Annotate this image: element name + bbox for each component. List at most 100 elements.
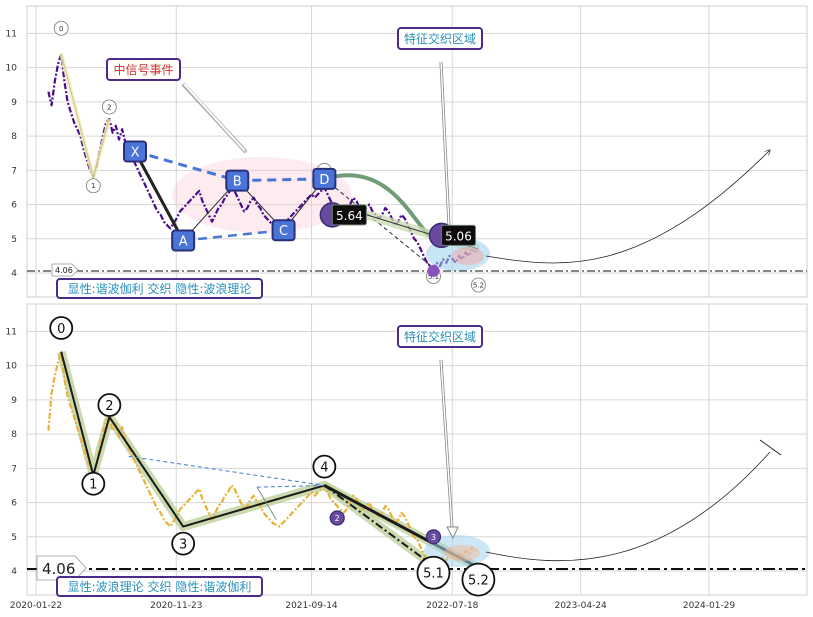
bottom-y-tick-label: 9 (11, 396, 17, 406)
top-harmonic-box (312, 167, 337, 190)
bottom-wave-marker (461, 562, 496, 597)
top-harmonic-zone (172, 157, 352, 233)
top-price-labels: 5.64 5.06 (319, 202, 476, 249)
bottom-y-tick-label: 5 (11, 533, 17, 543)
bottom-grey-marker (256, 486, 277, 520)
bottom-4-5-1-dashdot (323, 484, 435, 567)
bottom-zone-annotation-box (397, 325, 483, 348)
bottom-level-tag-label: 4.06 (42, 560, 75, 578)
bottom-small-labels: 23 (329, 510, 442, 545)
bottom-footer-text: 显性:波浪理论 交织 隐性:谐波伽利 (68, 579, 252, 594)
top-harmonic-box (123, 140, 148, 163)
top-harmonic-label: A (179, 235, 188, 250)
top-ac-dashed-line (183, 228, 284, 242)
bottom-y-tick-label: 11 (6, 327, 17, 337)
bottom-red-zone (444, 545, 480, 561)
top-y-tick-label: 5 (11, 235, 17, 245)
bottom-small-marker (329, 510, 345, 526)
bottom-wave-marker (81, 471, 106, 496)
bottom-wave-marker (416, 555, 451, 590)
x-tick-label: 2024-01-29 (683, 601, 736, 611)
bottom-wave-label: 4 (320, 461, 328, 476)
top-harmonic-box (171, 229, 196, 252)
bottom-zone-arrow-head (446, 526, 459, 540)
bottom-level-tag-shape (36, 555, 87, 581)
top-red-zone (452, 247, 484, 265)
bottom-wave-label: 5.2 (468, 574, 489, 589)
top-price-label: 5.06 (445, 229, 472, 243)
top-y-tick-label: 11 (6, 29, 17, 39)
bottom-2-4-dashed-line (128, 455, 325, 486)
bottom-wave-marker (49, 316, 74, 340)
top-price-label: 5.64 (336, 209, 363, 223)
top-y-tick-label: 4 (11, 269, 17, 279)
bottom-zone-annotation-text: 特征交织区域 (404, 329, 476, 344)
top-harmonic-label: D (319, 173, 329, 188)
top-wave-marker (53, 20, 69, 36)
bottom-y-tick-label: 6 (11, 499, 17, 509)
bottom-small-label: 3 (431, 533, 436, 542)
top-xb-dashed-line (134, 150, 238, 183)
bottom-y-tick-label: 10 (6, 362, 18, 372)
top-zone-annotation-box (397, 27, 483, 50)
bottom-wave-marker (312, 454, 337, 479)
top-wave-outline (59, 53, 112, 185)
top-wave-label: 5.2 (473, 282, 484, 290)
top-wave-label: 5.1 (428, 273, 439, 281)
top-wave-label: 0 (59, 25, 63, 33)
top-wave-labels: 01245.15.2 (53, 20, 486, 293)
top-price-box (331, 204, 367, 226)
top-zone-annotation-text: 特征交织区域 (404, 31, 476, 46)
top-harmonic-labels: X A B C D (123, 140, 337, 252)
top-d-projection-line (324, 178, 434, 269)
x-tick-label: 2020-11-23 (150, 601, 202, 611)
bottom-small-label: 2 (335, 514, 340, 523)
bottom-zone-arrow-inner (440, 359, 453, 528)
bottom-level-tag: 4.06 (36, 555, 87, 581)
top-wave-marker (85, 178, 101, 194)
bottom-wave-marker (171, 531, 196, 556)
top-harmonic-box (271, 219, 296, 242)
bottom-wave-label: 3 (179, 538, 187, 553)
top-grid (27, 6, 807, 297)
top-level-tag-shape (51, 263, 79, 277)
top-wave-label: 2 (107, 103, 111, 111)
top-y-tick-labels: 4 5 6 7 8 9 10 11 (6, 29, 18, 279)
top-signal-annotation-box (106, 58, 181, 81)
bottom-y-tick-label: 8 (11, 430, 17, 440)
top-footer-text: 显性:谐波伽利 交织 隐性:波浪理论 (68, 281, 252, 296)
top-level-tag: 4.06 (51, 263, 79, 277)
bottom-forecast-curve (485, 451, 771, 562)
bottom-plot-frame (26, 303, 808, 596)
bottom-wave-label: 1 (89, 478, 97, 493)
bottom-footer-annotation: 显性:波浪理论 交织 隐性:谐波伽利 (56, 576, 263, 597)
bottom-y-tick-label: 7 (11, 464, 17, 474)
top-signal-arrow-inner (183, 83, 246, 152)
x-tick-label: 2022-07-18 (426, 601, 479, 611)
bottom-zone-annotation: 特征交织区域 (397, 325, 483, 348)
x-tick-label: 2021-09-14 (285, 601, 338, 611)
top-zone-annotation: 特征交织区域 (397, 27, 483, 50)
top-harmonic-label: X (131, 146, 140, 161)
top-level-tag-label: 4.06 (55, 266, 73, 275)
top-y-tick-label: 8 (11, 132, 17, 142)
top-wave-marker (101, 99, 117, 115)
top-footer-box (56, 278, 263, 299)
bottom-3-4-dashed-line (256, 484, 325, 488)
bottom-wave-label: 0 (57, 322, 65, 337)
top-harmonic-label: B (233, 175, 242, 190)
bottom-x-tick-labels: 2020-01-22 2020-11-23 2021-09-14 2022-07-18… (10, 601, 736, 611)
x-tick-label: 2023-04-24 (554, 601, 607, 611)
top-y-tick-label: 10 (6, 64, 18, 74)
top-curve-arrow (323, 173, 430, 237)
bottom-wave-label: 5.1 (423, 567, 444, 582)
top-signal-annotation-text: 中信号事件 (113, 62, 173, 77)
x-tick-label: 2020-01-22 (10, 601, 62, 611)
bottom-small-marker (425, 529, 442, 545)
top-footer-annotation: 显性:谐波伽利 交织 隐性:波浪理论 (56, 278, 263, 299)
top-y-tick-label: 9 (11, 98, 17, 108)
